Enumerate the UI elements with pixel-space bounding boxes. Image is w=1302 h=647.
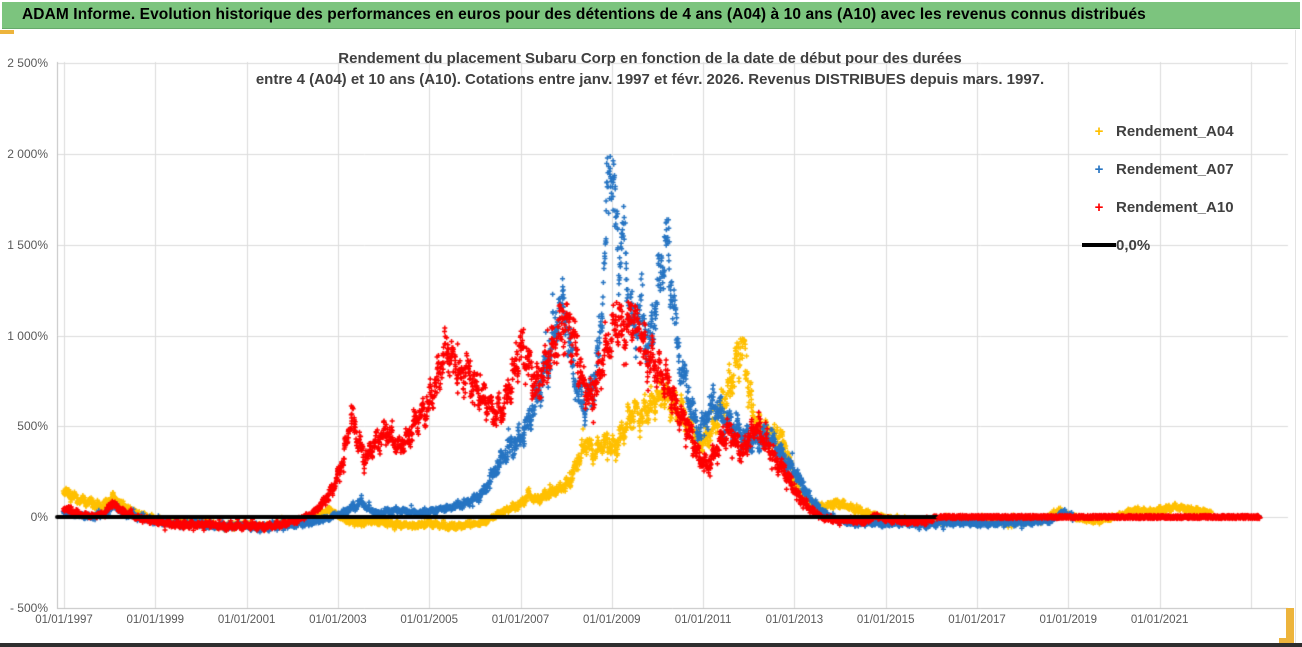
- chart-title: Rendement du placement Subaru Corp en fo…: [250, 48, 1050, 90]
- x-axis-tick-label: 01/01/2009: [583, 614, 641, 626]
- x-axis-tick-label: 01/01/1997: [35, 614, 93, 626]
- plus-marker-icon: +: [1094, 122, 1104, 140]
- plus-marker-icon: +: [1094, 198, 1104, 216]
- y-axis-tick-label: 2 500%: [7, 56, 48, 71]
- x-axis-tick-label: 01/01/2005: [400, 614, 458, 626]
- x-axis-tick-label: 01/01/2019: [1039, 614, 1098, 626]
- y-axis-tick-label: 1 500%: [7, 237, 48, 252]
- y-axis-tick-label: 500%: [17, 419, 48, 434]
- legend-label: Rendement_A04: [1116, 122, 1234, 140]
- legend-item-rendement-a10[interactable]: + Rendement_A10: [1082, 188, 1292, 226]
- banner-title: ADAM Informe. Evolution historique des p…: [22, 6, 1146, 23]
- x-axis-tick-label: 01/01/2015: [856, 614, 915, 626]
- legend-item-0-0-[interactable]: 0,0%: [1082, 226, 1292, 264]
- chart-legend[interactable]: + Rendement_A04 + Rendement_A07 + Rendement_A…: [1082, 112, 1292, 264]
- y-axis-tick-label: - 500%: [9, 600, 48, 615]
- chart-title-line2: entre 4 (A04) et 10 ans (A10). Cotations…: [255, 71, 1045, 88]
- gold-border-accent-corner: [1279, 638, 1294, 644]
- x-axis-tick-label: 01/01/1999: [126, 614, 185, 626]
- window-right-edge: [1295, 30, 1296, 643]
- window-bottom-edge: [0, 643, 1302, 647]
- x-axis-tick-label: 01/01/2017: [948, 614, 1006, 626]
- x-axis-tick-label: 01/01/2001: [217, 614, 276, 626]
- chart-title-line1: Rendement du placement Subaru Corp en fo…: [338, 50, 962, 67]
- x-axis-tick-label: 01/01/2011: [674, 614, 732, 626]
- x-axis-tick-label: 01/01/2003: [309, 614, 367, 626]
- legend-item-rendement-a07[interactable]: + Rendement_A07: [1082, 150, 1292, 188]
- y-axis-tick-label: 2 000%: [7, 147, 48, 162]
- legend-label: Rendement_A07: [1116, 160, 1234, 178]
- plus-marker-icon: +: [1094, 160, 1104, 178]
- legend-item-rendement-a04[interactable]: + Rendement_A04: [1082, 112, 1292, 150]
- legend-label: Rendement_A10: [1116, 198, 1234, 216]
- x-axis-tick-label: 01/01/2021: [1130, 614, 1189, 626]
- legend-label: 0,0%: [1116, 236, 1151, 254]
- y-axis-tick-label: 0%: [30, 510, 48, 524]
- x-axis-tick-label: 01/01/2013: [765, 614, 824, 626]
- gold-border-accent-right: [1286, 608, 1294, 645]
- sheet-header-banner: ADAM Informe. Evolution historique des p…: [2, 2, 1300, 29]
- zero-line-swatch: [1082, 243, 1116, 247]
- x-axis-tick-label: 01/01/2007: [491, 614, 550, 626]
- gold-border-accent-left: [0, 30, 14, 34]
- y-axis-tick-label: 1 000%: [7, 328, 48, 343]
